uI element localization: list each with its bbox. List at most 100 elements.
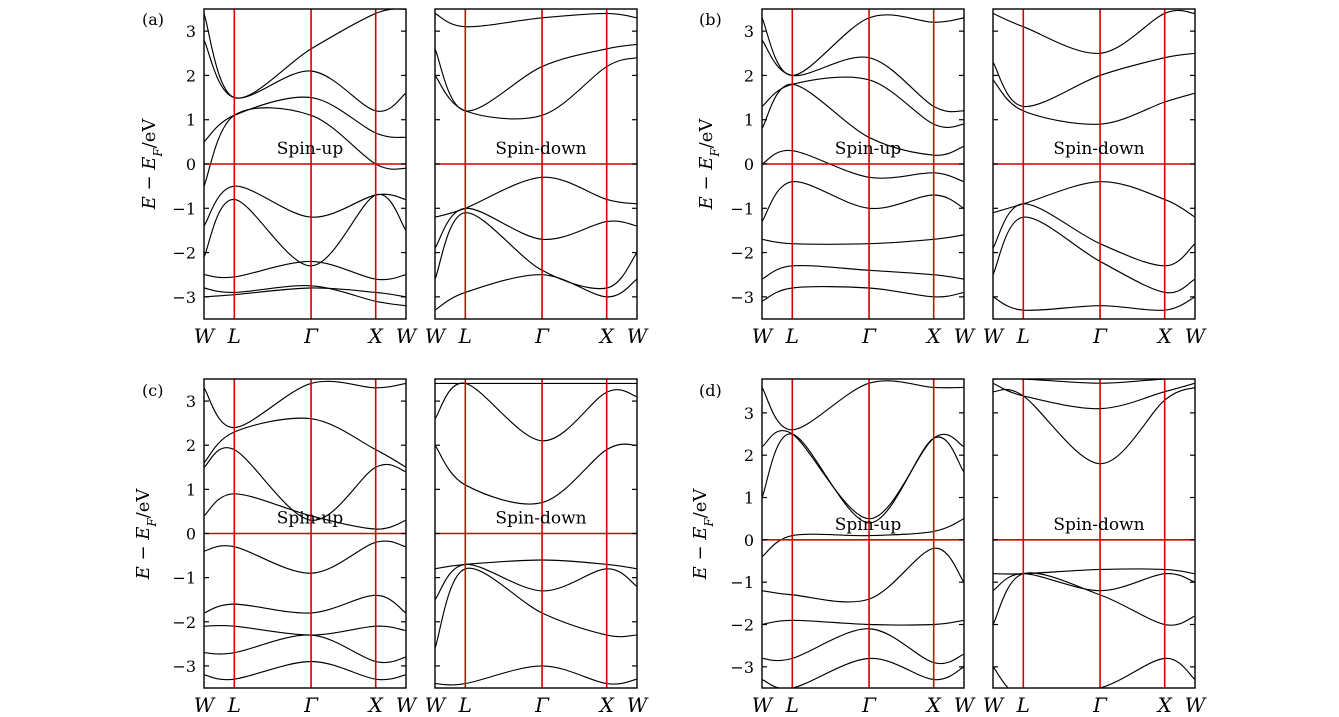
kpoint-label: X — [1156, 324, 1173, 348]
ytick-label: −3 — [172, 288, 196, 307]
spin-label: Spin-down — [1053, 139, 1144, 159]
kpoint-label: Γ — [303, 324, 319, 348]
kpoint-label: W — [983, 324, 1005, 348]
ytick-label: 3 — [186, 392, 196, 411]
ytick-label: −2 — [730, 244, 754, 263]
ytick-label: 0 — [744, 155, 754, 174]
kpoint-label: W — [194, 324, 216, 348]
kpoint-label: X — [598, 693, 615, 717]
ytick-label: 1 — [186, 480, 196, 499]
panel-label: (c) — [142, 381, 163, 400]
ytick-label: 2 — [744, 66, 754, 85]
kpoint-label: W — [396, 324, 418, 348]
band-b2 — [435, 212, 637, 290]
spin-label: Spin-down — [495, 139, 586, 159]
ytick-label: −3 — [172, 657, 196, 676]
kpoint-label: X — [1156, 693, 1173, 717]
spin-label: Spin-up — [835, 139, 902, 159]
ytick-label: 2 — [744, 446, 754, 465]
kpoint-label: Γ — [534, 693, 550, 717]
kpoint-label: Γ — [1092, 693, 1108, 717]
kpoint-label: L — [227, 324, 241, 348]
kpoint-label: L — [785, 324, 799, 348]
kpoint-label: W — [983, 693, 1005, 717]
panel-label: (d) — [699, 381, 722, 400]
band-b9 — [204, 9, 406, 99]
kpoint-label: W — [752, 324, 774, 348]
band-b9 — [762, 14, 964, 77]
ytick-label: −1 — [730, 199, 754, 218]
y-axis-label: E − EF/eV — [133, 488, 159, 581]
kpoint-label: W — [194, 693, 216, 717]
kpoint-label: Γ — [303, 693, 319, 717]
kpoint-label: W — [1185, 324, 1207, 348]
kpoint-label: X — [598, 324, 615, 348]
ytick-label: −3 — [730, 658, 754, 677]
ytick-label: 3 — [186, 22, 196, 41]
ytick-label: 0 — [186, 525, 196, 544]
ytick-label: −1 — [730, 573, 754, 592]
spin-label: Spin-up — [835, 515, 902, 535]
kpoint-label: X — [367, 693, 384, 717]
kpoint-label: W — [752, 693, 774, 717]
axes-frame — [761, 378, 965, 689]
kpoint-label: W — [627, 693, 649, 717]
kpoint-label: W — [627, 324, 649, 348]
ytick-label: 3 — [744, 404, 754, 423]
kpoint-label: L — [458, 693, 472, 717]
ytick-label: 2 — [186, 436, 196, 455]
ytick-label: 1 — [186, 111, 196, 130]
ytick-label: 1 — [744, 111, 754, 130]
kpoint-label: W — [954, 693, 976, 717]
kpoint-label: L — [227, 693, 241, 717]
kpoint-label: W — [396, 693, 418, 717]
kpoint-label: Γ — [861, 693, 877, 717]
y-axis-label: E − EF/eV — [690, 488, 716, 581]
ytick-label: −2 — [172, 244, 196, 263]
spin-label: Spin-up — [277, 139, 344, 159]
ytick-label: 1 — [744, 489, 754, 508]
ytick-label: −1 — [172, 569, 196, 588]
kpoint-label: X — [925, 324, 942, 348]
kpoint-label: W — [954, 324, 976, 348]
ytick-label: 3 — [744, 22, 754, 41]
kpoint-label: X — [367, 324, 384, 348]
kpoint-label: Γ — [861, 324, 877, 348]
y-axis-label: E − EF/eV — [139, 118, 165, 211]
kpoint-label: X — [925, 693, 942, 717]
kpoint-label: W — [425, 324, 447, 348]
spin-label: Spin-up — [277, 509, 344, 529]
kpoint-label: L — [1016, 324, 1030, 348]
y-axis-label: E − EF/eV — [696, 118, 722, 211]
kpoint-label: Γ — [1092, 324, 1108, 348]
kpoint-label: W — [1185, 693, 1207, 717]
panel-label: (a) — [142, 10, 164, 29]
band-b2 — [435, 567, 637, 649]
kpoint-label: L — [1016, 693, 1030, 717]
kpoint-label: Γ — [534, 324, 550, 348]
panel-label: (b) — [699, 10, 722, 29]
axes-frame — [992, 378, 1196, 689]
ytick-label: 0 — [744, 531, 754, 550]
ytick-label: −2 — [172, 613, 196, 632]
ytick-label: 0 — [186, 155, 196, 174]
ytick-label: −1 — [172, 199, 196, 218]
kpoint-label: L — [785, 693, 799, 717]
spin-label: Spin-down — [495, 509, 586, 529]
kpoint-label: L — [458, 324, 472, 348]
ytick-label: −2 — [730, 616, 754, 635]
ytick-label: 2 — [186, 66, 196, 85]
spin-label: Spin-down — [1053, 515, 1144, 535]
ytick-label: −3 — [730, 288, 754, 307]
band-b1 — [993, 657, 1195, 688]
kpoint-label: W — [425, 693, 447, 717]
